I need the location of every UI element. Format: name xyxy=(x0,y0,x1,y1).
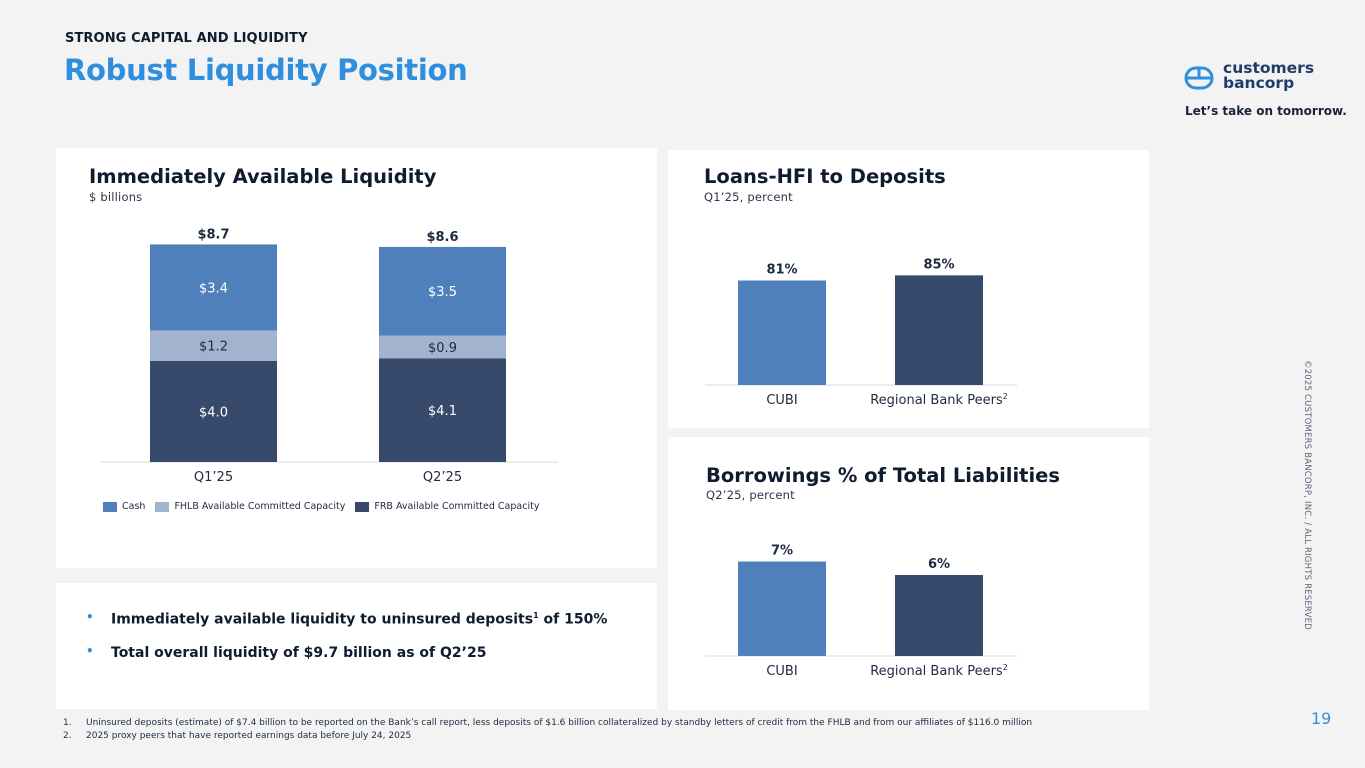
loans-to-deposits-bar-chart: 81% CUBI 85% Regional Bank Peers2 xyxy=(705,257,1017,408)
segment-label: $3.4 xyxy=(199,281,228,296)
legend-swatch-cash xyxy=(103,501,117,512)
value-label: 7% xyxy=(771,544,793,559)
x-tick-label: Regional Bank Peers2 xyxy=(870,392,1008,408)
logo-line-1: customers xyxy=(1223,59,1315,77)
value-label: 81% xyxy=(766,263,797,278)
legend-item-fhlb: FHLB Available Committed Capacity xyxy=(155,501,345,512)
logo-wordmark: customers bancorp xyxy=(1223,59,1315,92)
page-title: Robust Liquidity Position xyxy=(64,53,468,87)
liquidity-panel: Immediately Available Liquidity $ billio… xyxy=(56,148,657,568)
total-label: $8.6 xyxy=(426,230,458,245)
highlight-item: • Total overall liquidity of $9.7 billion… xyxy=(86,643,607,661)
liquidity-chart-subtitle: $ billions xyxy=(89,190,143,204)
footnote-ref: 1 xyxy=(533,611,539,620)
footnote-ref: 2 xyxy=(1003,663,1008,672)
x-tick-label: Q2’25 xyxy=(423,470,462,485)
highlight-text-tail: of 150% xyxy=(538,611,608,628)
footnote-number: 2. xyxy=(63,730,72,741)
bar-segment xyxy=(379,358,506,462)
legend-item-frb: FRB Available Committed Capacity xyxy=(355,501,539,512)
legend-swatch-fhlb xyxy=(155,501,170,512)
bar xyxy=(738,280,826,385)
bullet-dot-icon: • xyxy=(86,643,94,658)
value-label: 85% xyxy=(923,257,954,272)
highlight-text: Immediately available liquidity to unins… xyxy=(111,611,534,628)
logo-line-2: bancorp xyxy=(1223,74,1295,92)
bar xyxy=(738,561,826,656)
bar xyxy=(895,575,983,656)
footnote: 2. 2025 proxy peers that have reported ea… xyxy=(63,730,1032,743)
tagline: Let’s take on tomorrow. xyxy=(1185,104,1347,118)
liquidity-legend: Cash FHLB Available Committed Capacity F… xyxy=(103,501,549,512)
total-label: $8.7 xyxy=(197,227,229,242)
segment-label: $4.1 xyxy=(428,404,457,419)
loans-chart-title: Loans-HFI to Deposits xyxy=(704,165,946,188)
legend-label-frb: FRB Available Committed Capacity xyxy=(374,501,540,512)
x-tick-label: Regional Bank Peers2 xyxy=(870,663,1008,679)
logo-mark-icon xyxy=(1184,66,1214,90)
footnote: 1. Uninsured deposits (estimate) of $7.4 … xyxy=(63,717,1032,730)
bar-segment xyxy=(150,360,277,462)
liquidity-stacked-bar-chart: $4.0 $1.2 $3.4 $8.7 Q1’25 $4.1 $0.9 $3.5 $8.6 Q2’… xyxy=(100,227,558,485)
company-logo: customers bancorp xyxy=(1184,59,1344,95)
highlights-list: • Immediately available liquidity to unin… xyxy=(86,610,608,678)
footnote-number: 1. xyxy=(63,718,72,728)
bullet-dot-icon: • xyxy=(86,610,94,624)
section-eyebrow: STRONG CAPITAL AND LIQUIDITY xyxy=(65,31,308,46)
page-number: 19 xyxy=(1311,709,1332,728)
borrowings-panel: Borrowings % of Total Liabilities Q2’25,… xyxy=(668,437,1149,710)
bar-segment xyxy=(379,246,506,336)
footnote-text: 2025 proxy peers that have reported earn… xyxy=(86,730,412,741)
segment-label: $0.9 xyxy=(428,341,457,356)
x-tick-label: CUBI xyxy=(766,393,797,408)
bar-segment xyxy=(150,330,277,361)
legend-swatch-frb xyxy=(355,501,370,512)
segment-label: $3.5 xyxy=(428,285,457,300)
segment-label: $4.0 xyxy=(199,405,228,420)
footnote-text: Uninsured deposits (estimate) of $7.4 bi… xyxy=(86,718,1033,728)
borrowings-bar-chart: 7% CUBI 6% Regional Bank Peers2 xyxy=(705,544,1017,679)
bar-segment xyxy=(379,335,506,359)
liquidity-chart-title: Immediately Available Liquidity xyxy=(89,165,437,188)
segment-label: $1.2 xyxy=(199,340,228,355)
footnotes: 1. Uninsured deposits (estimate) of $7.4 … xyxy=(63,717,1032,742)
x-tick-label: Q1’25 xyxy=(194,470,233,485)
legend-label-fhlb: FHLB Available Committed Capacity xyxy=(174,501,346,512)
legend-label-cash: Cash xyxy=(122,501,146,512)
highlight-text: Total overall liquidity of $9.7 billion … xyxy=(111,644,487,661)
highlights-panel: • Immediately available liquidity to unin… xyxy=(56,583,657,709)
value-label: 6% xyxy=(928,557,950,572)
footnote-ref: 2 xyxy=(1003,392,1008,401)
x-tick-label: CUBI xyxy=(766,664,797,679)
bar xyxy=(895,275,983,385)
copyright-notice: ©2025 CUSTOMERS BANCORP, INC. / ALL RIGH… xyxy=(1302,360,1312,630)
bar-segment xyxy=(150,244,277,331)
highlight-item: • Immediately available liquidity to unin… xyxy=(86,610,608,628)
borrowings-chart-subtitle: Q2’25, percent xyxy=(706,488,795,502)
loans-chart-subtitle: Q1’25, percent xyxy=(704,190,793,204)
loans-to-deposits-panel: Loans-HFI to Deposits Q1’25, percent 81%… xyxy=(668,150,1149,428)
legend-item-cash: Cash xyxy=(103,501,145,512)
borrowings-chart-title: Borrowings % of Total Liabilities xyxy=(706,464,1060,487)
